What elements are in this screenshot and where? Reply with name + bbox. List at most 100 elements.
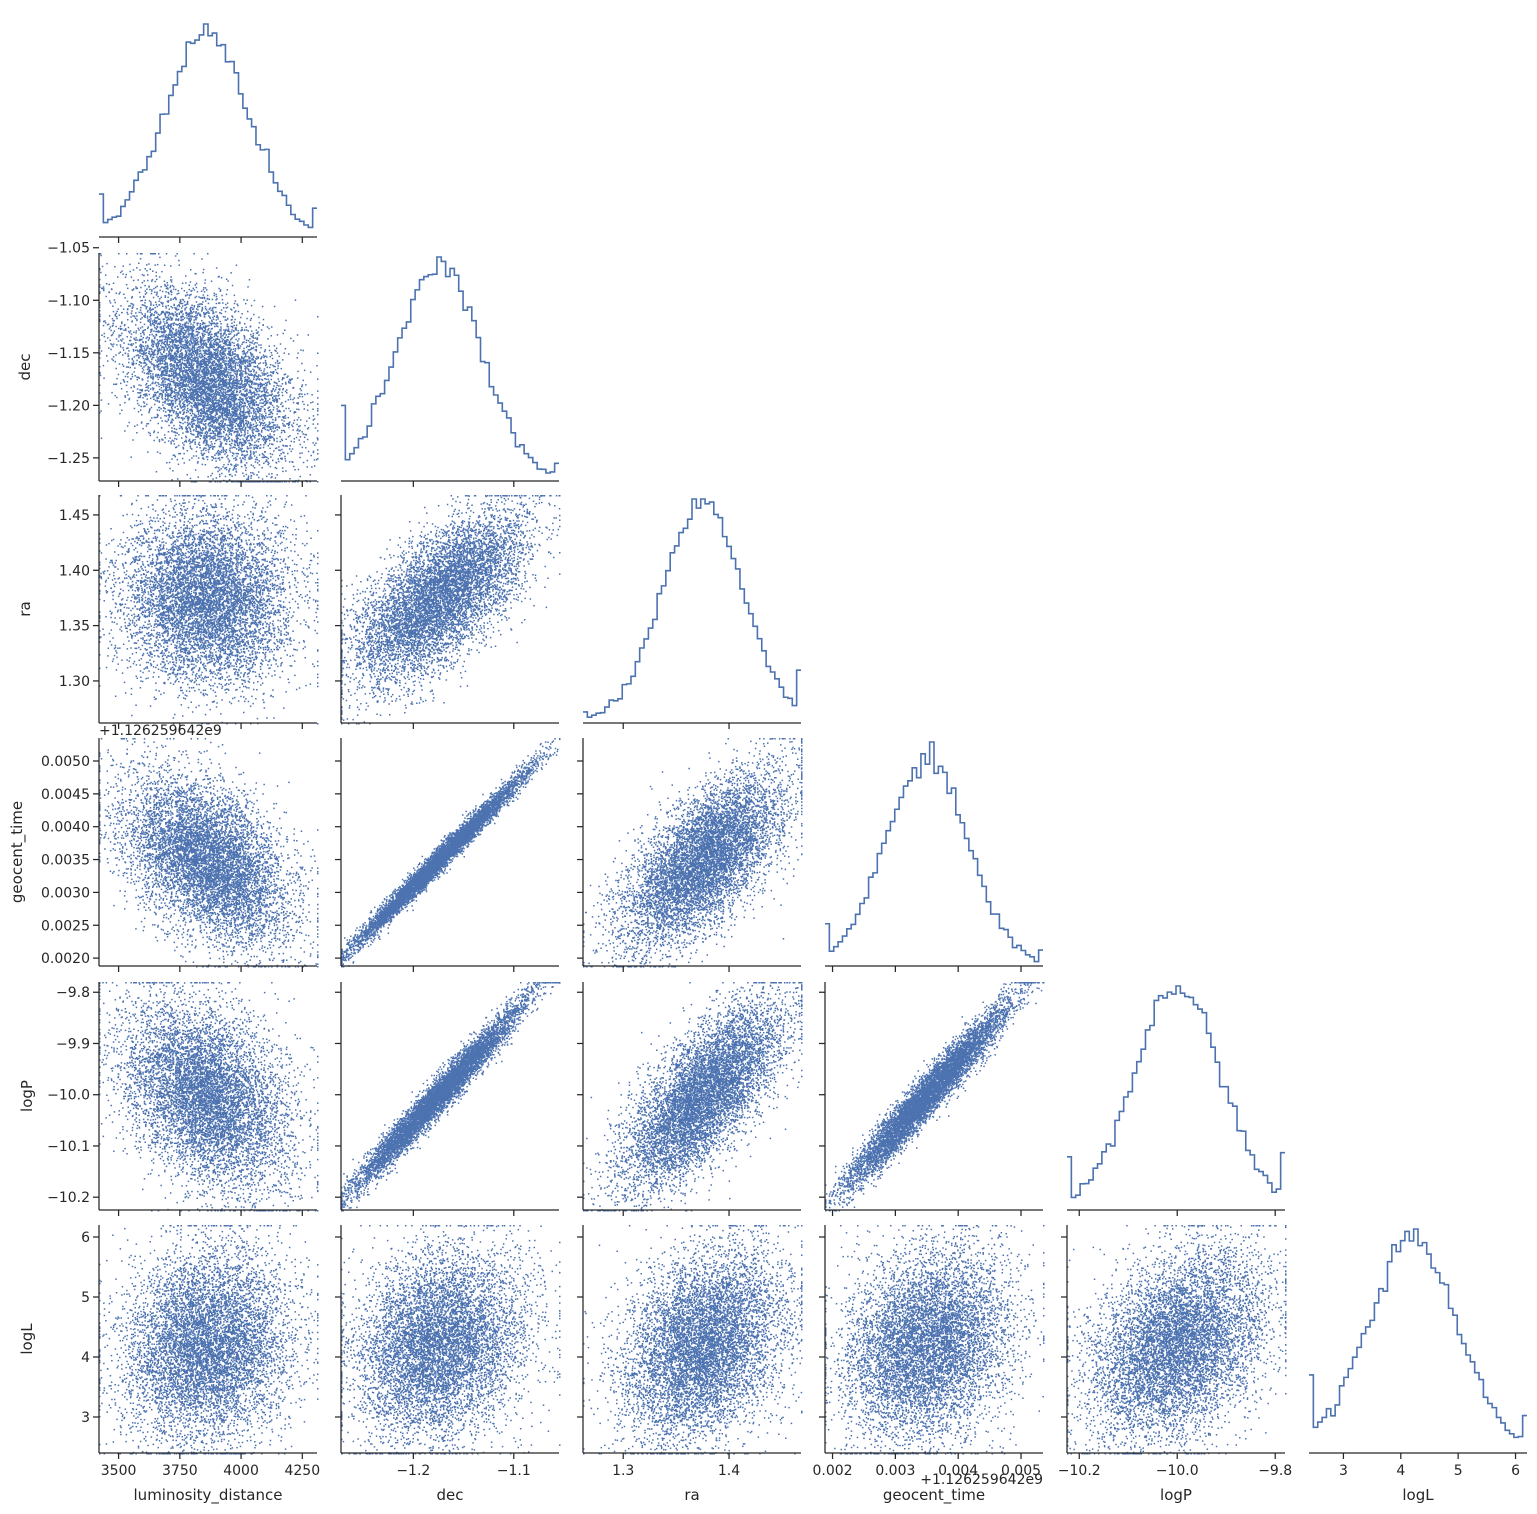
histogram-step-geocent_time	[825, 741, 1043, 963]
y-tick-label: 0.0040	[41, 820, 90, 836]
hist-panel-logP	[1067, 985, 1285, 1216]
scatter-panel-logL-vs-geocent_time	[819, 1225, 1045, 1459]
x-tick-label: −9.8	[1258, 1463, 1292, 1479]
x-tick-label: −1.2	[396, 1463, 430, 1479]
y-tick-label: 0.0045	[41, 787, 90, 803]
x-axis-label-dec: dec	[437, 1486, 464, 1504]
scatter-panel-geocent_time-vs-luminosity_distance	[93, 738, 319, 972]
scatter-points-logP-vs-ra	[583, 982, 803, 1212]
y-offset-text-geocent-time: +1.126259642e9	[99, 723, 222, 739]
scatter-panel-ra-vs-luminosity_distance	[93, 495, 319, 729]
y-tick-label: 0.0020	[41, 951, 90, 967]
histogram-step-logP	[1067, 985, 1285, 1199]
x-axis-label-logL: logL	[1402, 1486, 1434, 1504]
y-axis-label-ra: ra	[16, 601, 34, 616]
scatter-panel-logL-vs-logP	[1061, 1225, 1287, 1459]
histogram-step-luminosity_distance	[99, 23, 317, 229]
y-axis-label-dec: dec	[16, 354, 34, 381]
scatter-panel-logL-vs-luminosity_distance	[93, 1225, 319, 1459]
y-tick-label: −1.05	[47, 241, 90, 257]
scatter-points-logL-vs-ra	[583, 1225, 803, 1455]
hist-panel-dec	[341, 256, 559, 487]
x-tick-label: 5	[1454, 1463, 1463, 1479]
y-tick-label: −9.8	[56, 985, 90, 1001]
y-tick-label: 4	[81, 1350, 90, 1366]
scatter-panel-logP-vs-ra	[577, 982, 803, 1216]
x-axis-label-luminosity_distance: luminosity_distance	[134, 1486, 283, 1505]
scatter-points-geocent_time-vs-ra	[583, 738, 803, 968]
scatter-panel-ra-vs-dec	[335, 495, 561, 729]
x-tick-label: 1.4	[718, 1463, 740, 1479]
y-tick-label: 6	[81, 1230, 90, 1246]
x-tick-label: 0.004	[938, 1463, 978, 1479]
y-tick-label: −1.10	[47, 293, 90, 309]
scatter-points-logL-vs-dec	[341, 1225, 561, 1455]
x-offset-text-geocent-time: +1.126259642e9	[920, 1472, 1043, 1488]
x-tick-label: 3	[1339, 1463, 1348, 1479]
x-tick-label: −10.0	[1156, 1463, 1199, 1479]
y-tick-label: −1.25	[47, 451, 90, 467]
scatter-panel-geocent_time-vs-ra	[577, 738, 803, 972]
y-axis-label-logL: logL	[18, 1323, 36, 1355]
x-tick-label: 4250	[284, 1463, 320, 1479]
x-tick-label: −1.1	[497, 1463, 531, 1479]
x-axis-label-geocent_time: geocent_time	[883, 1486, 985, 1505]
scatter-panel-dec-vs-luminosity_distance	[93, 247, 319, 487]
y-tick-label: 1.45	[59, 508, 90, 524]
x-tick-label: 4000	[223, 1463, 259, 1479]
y-tick-label: 0.0050	[41, 754, 90, 770]
hist-panel-logL	[1309, 1228, 1527, 1459]
x-tick-label: 1.3	[612, 1463, 634, 1479]
histogram-step-ra	[583, 498, 801, 719]
x-tick-label: 6	[1511, 1463, 1520, 1479]
y-tick-label: −1.20	[47, 398, 90, 414]
y-tick-label: −9.9	[56, 1036, 90, 1052]
scatter-points-logL-vs-logP	[1067, 1225, 1287, 1455]
x-tick-label: 3500	[101, 1463, 137, 1479]
y-tick-label: −10.1	[47, 1139, 90, 1155]
scatter-points-geocent_time-vs-luminosity_distance	[99, 738, 319, 968]
scatter-points-logP-vs-luminosity_distance	[99, 982, 319, 1212]
scatter-panel-geocent_time-vs-dec	[335, 738, 561, 972]
scatter-panel-logP-vs-geocent_time	[819, 982, 1045, 1216]
histogram-step-dec	[341, 256, 559, 474]
scatter-panel-logP-vs-dec	[335, 982, 561, 1216]
scatter-points-geocent_time-vs-dec	[341, 738, 561, 968]
y-tick-label: −10.0	[47, 1088, 90, 1104]
y-axis-label-geocent_time: geocent_time	[8, 801, 27, 903]
hist-panel-ra	[583, 498, 801, 729]
x-axis-label-logP: logP	[1160, 1486, 1192, 1504]
scatter-points-dec-vs-luminosity_distance	[99, 253, 319, 483]
y-tick-label: 0.0030	[41, 885, 90, 901]
y-tick-label: 0.0025	[41, 918, 90, 934]
histogram-step-logL	[1309, 1228, 1527, 1439]
y-tick-label: −1.15	[47, 346, 90, 362]
y-tick-label: 5	[81, 1290, 90, 1306]
scatter-points-logL-vs-geocent_time	[825, 1225, 1045, 1455]
y-tick-label: 3	[81, 1410, 90, 1426]
scatter-points-logP-vs-geocent_time	[825, 982, 1045, 1212]
x-tick-label: 0.005	[1001, 1463, 1041, 1479]
x-axis-label-ra: ra	[684, 1486, 699, 1504]
x-tick-label: 0.002	[812, 1463, 852, 1479]
y-axis-label-logP: logP	[18, 1080, 36, 1112]
y-tick-label: −10.2	[47, 1190, 90, 1206]
y-tick-label: 1.30	[59, 674, 90, 690]
y-tick-label: 0.0035	[41, 853, 90, 869]
y-tick-label: 1.35	[59, 619, 90, 635]
scatter-panel-logL-vs-dec	[335, 1225, 561, 1459]
scatter-points-ra-vs-dec	[341, 495, 561, 725]
x-tick-label: 0.003	[875, 1463, 915, 1479]
x-tick-label: −10.2	[1058, 1463, 1101, 1479]
scatter-panel-logL-vs-ra	[577, 1225, 803, 1459]
scatter-points-logL-vs-luminosity_distance	[99, 1225, 319, 1455]
y-tick-label: 1.40	[59, 563, 90, 579]
x-tick-label: 3750	[162, 1463, 198, 1479]
hist-panel-luminosity_distance	[99, 23, 317, 243]
x-tick-label: 4	[1396, 1463, 1405, 1479]
scatter-points-ra-vs-luminosity_distance	[99, 495, 319, 725]
scatter-panel-logP-vs-luminosity_distance	[93, 982, 319, 1216]
hist-panel-geocent_time	[825, 741, 1043, 972]
scatter-points-logP-vs-dec	[341, 982, 561, 1212]
